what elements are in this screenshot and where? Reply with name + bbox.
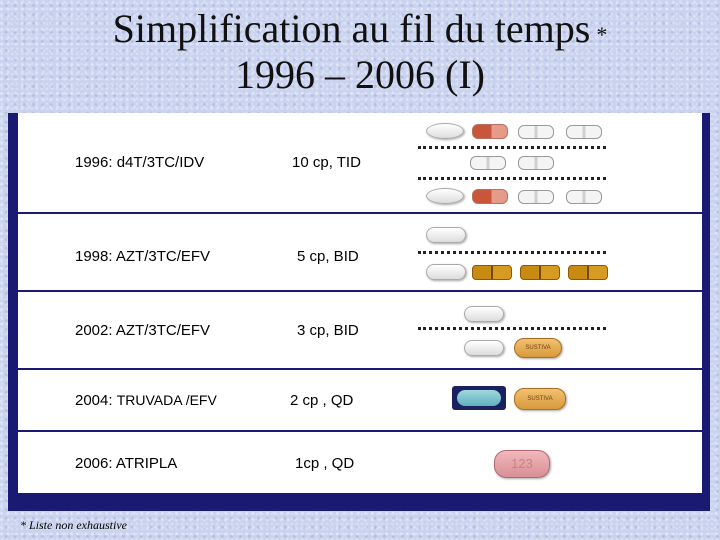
title-asterisk: * [596, 22, 608, 47]
regimen-2004-label: 2004: TRUVADA /EFV [75, 392, 217, 409]
white-capsule [470, 156, 506, 170]
sustiva-pill: SUSTIVA [514, 338, 562, 358]
regimen-2006-label: 2006: ATRIPLA [75, 455, 178, 472]
white-capsule [566, 190, 602, 204]
atripla-pill: 123 [494, 450, 550, 478]
sustiva-imprint: SUSTIVA [527, 396, 553, 402]
red-capsule [472, 189, 508, 204]
white-caplet-pill [464, 306, 504, 322]
sustiva-pill: SUSTIVA [514, 388, 566, 410]
regimen-1996-dose: 10 cp, TID [292, 154, 361, 171]
regimen-2004-dose: 2 cp , QD [290, 392, 354, 409]
atripla-imprint: 123 [511, 456, 533, 471]
content-panel [18, 113, 702, 493]
row-divider [18, 290, 702, 292]
sustiva-imprint: SUSTIVA [525, 345, 551, 351]
regimen-2002-label: 2002: AZT/3TC/EFV [75, 322, 211, 339]
red-capsule [472, 124, 508, 139]
title-line-1: Simplification au fil du temps [112, 6, 591, 51]
gold-capsule [568, 265, 608, 280]
row-divider [18, 368, 702, 370]
regimen-2004-drugs: TRUVADA /EFV [116, 392, 217, 408]
row-divider [18, 212, 702, 214]
dotted-separator [418, 251, 606, 254]
regimen-2002-dose: 3 cp, BID [297, 322, 359, 339]
white-capsule [518, 156, 554, 170]
white-caplet-pill [426, 227, 466, 243]
gold-capsule [520, 265, 560, 280]
truvada-pill [452, 386, 506, 410]
white-capsule [518, 190, 554, 204]
slide-title: Simplification au fil du temps * 1996 – 2… [0, 6, 720, 98]
white-oval-pill [426, 188, 464, 204]
title-line-2: 1996 – 2006 (I) [235, 52, 485, 97]
white-caplet-pill [464, 340, 504, 356]
regimen-1998-label: 1998: AZT/3TC/EFV [75, 248, 211, 265]
regimen-2004-year: 2004: [75, 392, 117, 409]
white-caplet-pill [426, 264, 466, 280]
white-capsule [518, 125, 554, 139]
gold-capsule [472, 265, 512, 280]
footnote: * Liste non exhaustive [20, 518, 127, 532]
regimen-2006-dose: 1cp , QD [295, 455, 355, 472]
regimen-1998-dose: 5 cp, BID [297, 248, 359, 265]
dotted-separator [418, 146, 606, 149]
white-capsule [566, 125, 602, 139]
regimen-1996-label: 1996: d4T/3TC/IDV [75, 154, 205, 171]
white-oval-pill [426, 123, 464, 139]
dotted-separator [418, 327, 606, 330]
dotted-separator [418, 177, 606, 180]
row-divider [18, 430, 702, 432]
